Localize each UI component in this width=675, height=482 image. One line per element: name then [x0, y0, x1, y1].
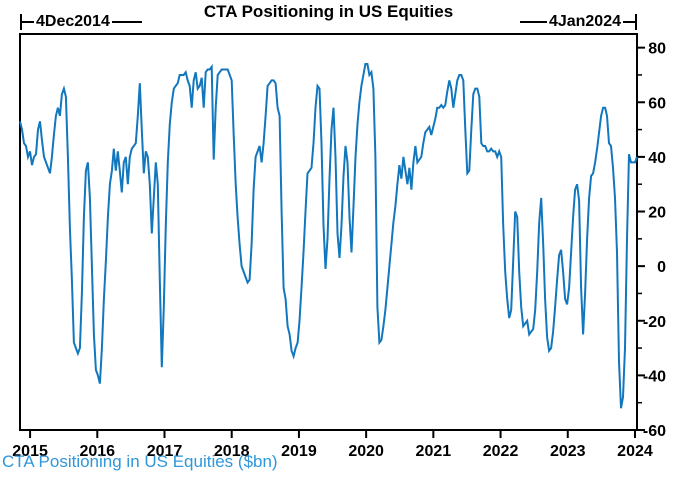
start-date-marker: 4Dec2014: [20, 12, 142, 32]
x-tick-label: 2020: [348, 443, 384, 460]
y-tick-label: -40: [643, 368, 666, 385]
end-date-label: 4Jan2024: [548, 13, 621, 30]
end-marker-line-trail: [623, 21, 635, 23]
start-date-label: 4Dec2014: [36, 13, 110, 30]
y-tick-label: 40: [648, 150, 666, 167]
end-date-marker: 4Jan2024: [519, 12, 637, 32]
y-tick-label: 60: [648, 95, 666, 112]
y-tick-label: -60: [643, 423, 666, 440]
y-tick-label: -20: [643, 314, 666, 331]
start-marker-tick: [20, 14, 22, 30]
y-tick-label: 0: [657, 259, 666, 276]
y-tick-label: 80: [648, 41, 666, 58]
chart-title: CTA Positioning in US Equities: [203, 2, 454, 21]
x-tick-label: 2022: [483, 443, 519, 460]
x-tick-label: 2019: [281, 443, 317, 460]
y-tick-label: 20: [648, 205, 666, 222]
end-marker-line-lead: [519, 21, 547, 23]
x-tick-label: 2016: [79, 443, 115, 460]
x-tick-label: 2017: [147, 443, 183, 460]
x-tick-label: 2018: [214, 443, 250, 460]
chart-footer: CTA Positioning in US Equities ($bn): [2, 452, 278, 471]
end-marker-tick: [635, 14, 637, 30]
series-line: [19, 63, 638, 409]
x-tick-label: 2021: [416, 443, 452, 460]
start-marker-line-trail: [111, 21, 142, 23]
x-tick-label: 2024: [617, 443, 653, 460]
start-marker-line-lead: [22, 21, 34, 23]
x-tick-label: 2023: [550, 443, 586, 460]
plot-frame: [19, 33, 638, 431]
x-tick-label: 2015: [12, 443, 48, 460]
